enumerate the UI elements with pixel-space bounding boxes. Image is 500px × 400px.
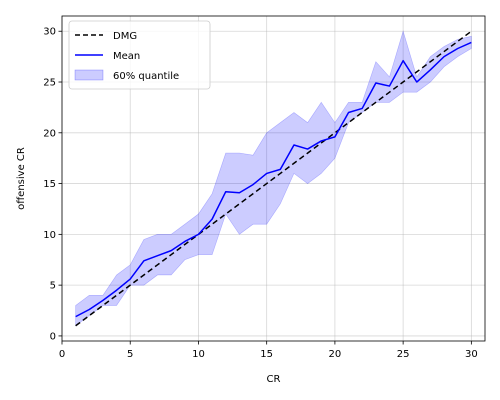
series-line-dmg [75,30,472,327]
legend-quantile-swatch [74,69,104,81]
legend-mean-label: Mean [113,51,140,62]
legend-quantile-label: 60% quantile [113,71,179,82]
legend-box [68,20,211,90]
plot-frame [61,15,486,342]
y-tick-label: 15 [43,179,56,190]
y-tick-label: 10 [43,230,56,241]
series-layer [75,30,472,327]
x-tick-label: 30 [465,349,478,360]
y-tick-label: 20 [43,128,56,139]
x-tick-label: 10 [192,349,205,360]
x-tick-label: 20 [329,349,342,360]
x-tick-label: 25 [397,349,410,360]
x-tick-label: 15 [260,349,273,360]
y-tick-label: 25 [43,78,56,89]
ticks: 0 5 10 15 20 25 30 0 5 10 15 20 25 30 [43,27,477,360]
y-axis-label: offensive CR [16,147,27,210]
x-tick-label: 5 [127,349,133,360]
y-tick-label: 30 [43,27,56,38]
x-axis-label: CR [267,374,281,385]
legend-dmg-label: DMG [113,31,137,42]
y-tick-label: 0 [50,331,56,342]
y-tick-label: 5 [50,281,56,292]
series-line-mean [75,41,472,318]
legend: DMG Mean 60% quantile [68,20,211,90]
x-tick-label: 0 [59,349,65,360]
